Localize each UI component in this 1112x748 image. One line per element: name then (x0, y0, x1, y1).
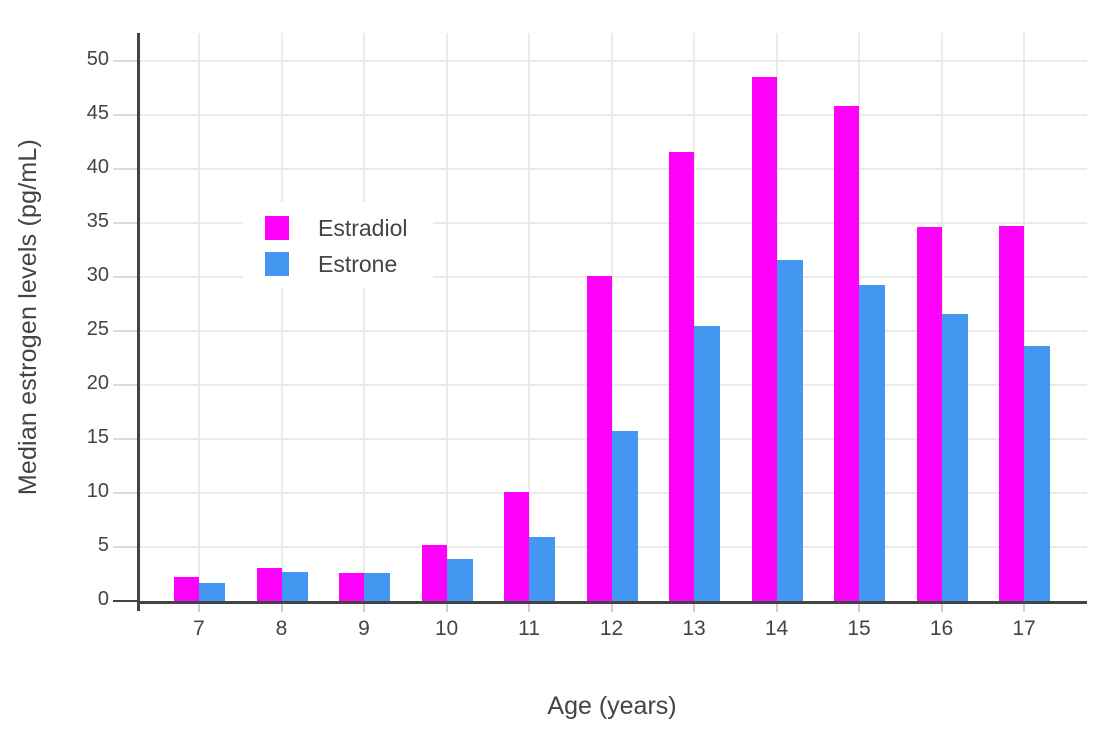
gridline-x-9 (363, 33, 365, 601)
bar-estrone-age-10[interactable] (446, 559, 473, 601)
legend-swatch-estrone-icon (265, 252, 289, 276)
x-tick-label-9: 9 (358, 617, 370, 640)
bar-estradiol-age-12[interactable] (586, 276, 612, 601)
bar-estradiol-age-14[interactable] (751, 77, 777, 601)
x-tick-label-12: 12 (599, 617, 624, 640)
legend-swatch-estradiol-icon (265, 216, 289, 240)
legend: Estradiol Estrone (243, 202, 434, 288)
y-tick-label-20: 20 (86, 372, 109, 394)
x-tick-9 (363, 604, 365, 612)
bar-estrone-age-14[interactable] (776, 260, 803, 601)
y-tick-45 (113, 114, 137, 116)
x-axis-line (137, 601, 1087, 604)
x-tick-label-7: 7 (193, 617, 205, 640)
gridline-y-30 (140, 276, 1087, 278)
gridline-x-7 (198, 33, 200, 601)
y-tick-0 (113, 600, 137, 602)
x-tick-13 (693, 604, 695, 612)
y-tick-10 (113, 492, 137, 494)
x-tick-12 (610, 604, 613, 612)
y-tick-label-30: 30 (86, 264, 109, 286)
x-tick-10 (445, 604, 448, 612)
gridline-x-10 (445, 33, 448, 601)
gridline-y-40 (140, 168, 1087, 170)
y-tick-15 (113, 438, 137, 440)
bar-estrone-age-16[interactable] (941, 314, 968, 601)
bar-estradiol-age-7[interactable] (174, 577, 199, 601)
y-tick-20 (113, 384, 137, 386)
y-tick-label-0: 0 (97, 588, 109, 610)
y-tick-label-35: 35 (86, 210, 109, 232)
x-tick-label-8: 8 (275, 617, 288, 640)
bar-estradiol-age-13[interactable] (669, 152, 694, 601)
bar-estrone-age-11[interactable] (529, 537, 555, 601)
bar-estrone-age-7[interactable] (199, 583, 225, 601)
legend-label-estrone: Estrone (318, 251, 398, 277)
gridline-x-17 (1023, 33, 1025, 601)
legend-item-estradiol[interactable]: Estradiol (265, 216, 407, 240)
y-tick-label-40: 40 (86, 156, 109, 178)
x-tick-label-17: 17 (1012, 617, 1036, 640)
x-tick-7 (198, 604, 200, 612)
x-tick-15 (858, 604, 860, 612)
x-tick-label-14: 14 (764, 617, 789, 640)
legend-label-estradiol: Estradiol (318, 215, 408, 241)
y-tick-label-5: 5 (97, 534, 109, 556)
bar-estrone-age-17[interactable] (1024, 346, 1050, 601)
x-tick-8 (280, 604, 283, 612)
y-tick-25 (113, 330, 137, 332)
legend-item-estrone[interactable]: Estrone (265, 252, 407, 276)
y-tick-30 (113, 276, 137, 278)
gridline-y-25 (140, 330, 1087, 332)
y-tick-5 (113, 546, 137, 548)
x-tick-label-13: 13 (682, 617, 706, 640)
x-tick-label-10: 10 (434, 617, 459, 640)
y-tick-35 (113, 222, 137, 224)
bar-estrone-age-13[interactable] (694, 326, 720, 601)
bar-estrone-age-8[interactable] (281, 572, 308, 601)
x-tick-16 (940, 604, 943, 612)
bar-estradiol-age-10[interactable] (421, 545, 447, 601)
y-tick-50 (113, 60, 137, 62)
gridline-x-11 (528, 33, 530, 601)
x-tick-17 (1023, 604, 1025, 612)
gridline-y-50 (140, 60, 1087, 62)
gridline-x-8 (280, 33, 283, 601)
gridline-y-35 (140, 222, 1087, 224)
x-axis-title: Age (years) (547, 692, 677, 720)
gridline-y-45 (140, 114, 1087, 116)
bar-estrone-age-15[interactable] (859, 285, 885, 601)
y-tick-label-25: 25 (86, 318, 109, 340)
y-tick-label-50: 50 (86, 48, 109, 70)
x-tick-label-16: 16 (929, 617, 954, 640)
bar-estradiol-age-9[interactable] (339, 573, 364, 601)
x-tick-label-15: 15 (847, 617, 871, 640)
bar-estradiol-age-8[interactable] (256, 568, 282, 601)
gridline-x-12 (610, 33, 613, 601)
gridline-y-20 (140, 384, 1087, 386)
bar-estradiol-age-11[interactable] (504, 492, 529, 601)
bar-estradiol-age-17[interactable] (999, 226, 1024, 601)
x-tick-11 (528, 604, 530, 612)
y-tick-label-15: 15 (86, 426, 109, 448)
bar-estradiol-age-15[interactable] (834, 106, 859, 601)
bar-estrone-age-12[interactable] (611, 431, 638, 601)
bar-estradiol-age-16[interactable] (916, 227, 942, 601)
x-tick-14 (775, 604, 778, 612)
y-tick-40 (113, 168, 137, 170)
y-tick-label-10: 10 (86, 480, 109, 502)
y-tick-label-45: 45 (86, 102, 109, 124)
bar-estrone-age-9[interactable] (364, 573, 390, 601)
gridline-x-13 (693, 33, 695, 601)
y-axis-line (137, 33, 140, 611)
x-tick-label-11: 11 (518, 617, 540, 640)
